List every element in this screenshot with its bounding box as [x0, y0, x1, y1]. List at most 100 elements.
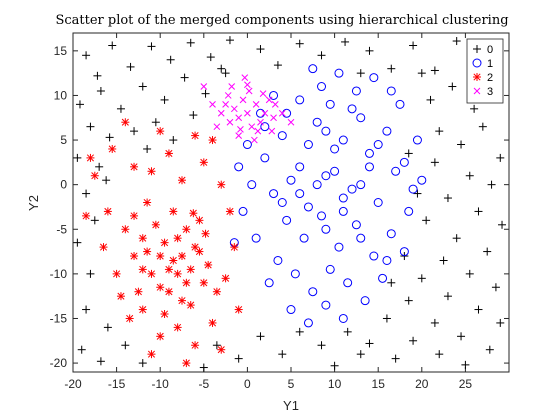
data-point-series-1: [343, 278, 353, 288]
data-point-series-1: [325, 99, 335, 109]
series-2: [82, 118, 243, 368]
chart-title: Scatter plot of the merged components us…: [55, 13, 508, 28]
data-point-series-2: [178, 252, 186, 261]
data-point-series-2: [195, 216, 204, 225]
legend-marker-1: [472, 58, 482, 68]
data-point-series-1: [312, 180, 322, 190]
data-point-series-1: [404, 206, 414, 216]
data-point-series-2: [112, 269, 121, 278]
data-point-series-1: [417, 175, 427, 185]
data-point-series-0: [147, 42, 156, 51]
data-point-series-0: [465, 269, 474, 278]
data-point-series-0: [221, 69, 230, 78]
data-point-series-2: [173, 234, 182, 243]
data-point-series-2: [182, 278, 191, 287]
data-point-series-2: [199, 158, 208, 167]
y-axis-label: Y2: [26, 195, 41, 211]
data-point-series-2: [199, 278, 208, 287]
data-point-series-0: [151, 118, 160, 127]
data-point-series-3: [213, 123, 221, 131]
chart-legend: 0 1 2 3: [466, 38, 504, 104]
data-point-series-1: [282, 215, 292, 225]
data-point-series-2: [169, 207, 178, 216]
data-point-series-0: [143, 144, 152, 153]
data-point-series-2: [189, 209, 198, 218]
data-point-series-0: [169, 136, 178, 145]
y-tick-label: -15: [50, 311, 68, 325]
data-point-series-2: [186, 301, 195, 310]
data-point-series-0: [273, 61, 282, 70]
y-tick-label: 10: [54, 88, 68, 102]
data-point-series-0: [75, 100, 84, 109]
data-point-series-0: [103, 323, 112, 332]
data-point-series-0: [417, 274, 426, 283]
data-point-series-0: [102, 176, 111, 185]
data-point-series-3: [235, 114, 243, 122]
data-point-series-0: [448, 82, 457, 91]
data-point-series-0: [496, 153, 505, 162]
data-points: [73, 36, 507, 372]
data-point-series-3: [217, 109, 225, 117]
data-point-series-0: [382, 314, 391, 323]
x-tick-label: 5: [288, 377, 295, 391]
data-point-series-0: [457, 332, 466, 341]
data-point-series-2: [99, 243, 108, 252]
data-point-series-0: [180, 73, 189, 82]
data-point-series-2: [125, 314, 134, 323]
data-point-series-0: [212, 341, 221, 350]
data-point-series-0: [199, 363, 208, 372]
data-point-series-1: [317, 82, 327, 92]
data-point-series-2: [116, 292, 125, 301]
data-point-series-2: [160, 310, 169, 319]
data-point-series-0: [93, 71, 102, 80]
data-point-series-0: [417, 69, 426, 78]
data-point-series-2: [130, 211, 139, 220]
data-point-series-2: [186, 265, 195, 274]
x-axis-ticks: -20 -15 -10 -5 0 5 10 15 20 25: [64, 33, 472, 391]
data-point-series-1: [269, 90, 279, 100]
data-point-series-1: [290, 269, 300, 279]
data-point-series-1: [277, 198, 287, 207]
data-point-series-0: [234, 354, 243, 363]
y-tick-label: 0: [60, 178, 67, 192]
data-point-series-2: [164, 265, 173, 274]
data-point-series-2: [182, 359, 191, 368]
x-tick-label: -5: [198, 377, 209, 391]
data-point-series-2: [217, 345, 226, 354]
data-point-series-1: [330, 166, 340, 176]
data-point-series-0: [426, 95, 435, 104]
data-point-series-0: [86, 122, 95, 131]
x-tick-label: 20: [415, 377, 429, 391]
data-point-series-0: [498, 220, 507, 229]
data-point-series-1: [347, 104, 357, 114]
data-point-series-1: [334, 68, 344, 78]
data-point-series-2: [147, 167, 156, 176]
data-point-series-1: [312, 117, 322, 127]
data-point-series-0: [413, 189, 422, 198]
data-point-series-0: [365, 46, 374, 55]
data-point-series-3: [224, 92, 232, 99]
data-point-series-2: [178, 176, 186, 185]
data-point-series-1: [356, 180, 366, 190]
data-point-series-3: [200, 83, 208, 90]
data-point-series-2: [130, 162, 139, 171]
data-point-series-0: [404, 296, 413, 305]
data-point-series-1: [351, 86, 361, 96]
data-point-series-2: [204, 260, 213, 269]
data-point-series-1: [317, 211, 327, 221]
data-point-series-3: [254, 127, 262, 135]
data-point-series-2: [138, 234, 147, 243]
data-point-series-3: [268, 127, 276, 135]
data-point-series-0: [86, 269, 95, 278]
data-point-series-1: [364, 148, 374, 158]
data-point-series-1: [303, 318, 313, 328]
data-point-series-0: [217, 64, 226, 73]
data-point-series-0: [409, 336, 418, 345]
data-point-series-3: [209, 101, 216, 108]
series-0: [73, 36, 507, 372]
data-point-series-1: [369, 251, 379, 261]
data-point-series-0: [474, 207, 483, 216]
data-point-series-1: [395, 99, 405, 109]
data-point-series-2: [90, 171, 99, 180]
data-point-series-1: [347, 184, 357, 194]
